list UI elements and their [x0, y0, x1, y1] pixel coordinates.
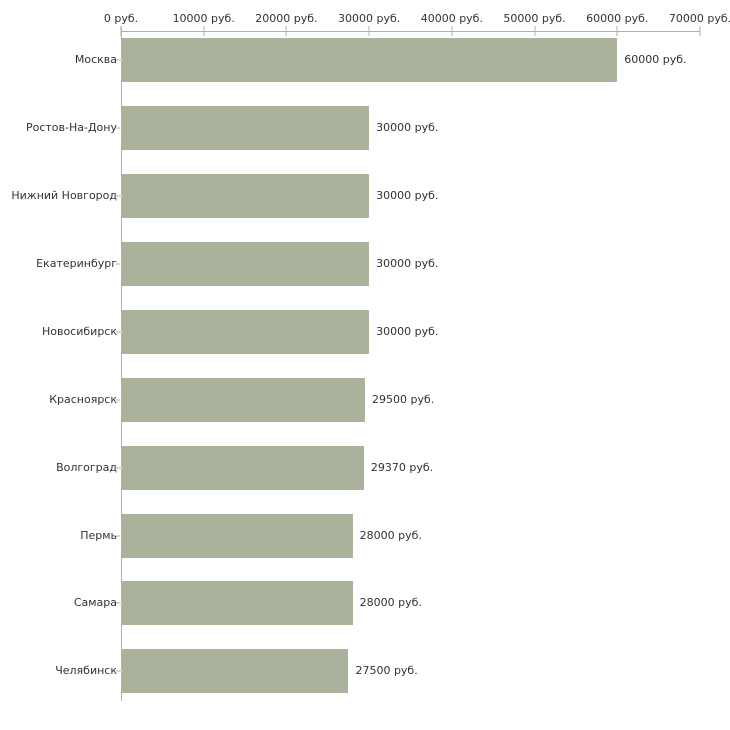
y-axis-tick-mark — [116, 126, 122, 129]
value-label: 29500 руб. — [372, 392, 435, 406]
value-label: 29370 руб. — [370, 460, 434, 474]
value-label: 30000 руб. — [376, 324, 439, 338]
y-axis-tick-mark — [116, 670, 122, 673]
bar — [122, 241, 370, 286]
y-axis-tick-mark — [116, 398, 122, 401]
y-axis-tick-mark — [116, 262, 122, 265]
x-axis-line — [121, 31, 700, 32]
category-label: Нижний Новгород — [11, 188, 117, 202]
category-label: Екатеринбург — [36, 256, 117, 270]
x-axis-tick-label: 40000 руб. — [420, 12, 483, 25]
value-label: 30000 руб. — [376, 188, 439, 202]
bar — [122, 105, 370, 150]
bar — [122, 649, 349, 694]
bar — [122, 445, 364, 490]
y-axis-tick-mark — [116, 330, 122, 333]
value-label: 28000 руб. — [359, 596, 422, 610]
x-axis-tick-label: 70000 руб. — [668, 12, 730, 25]
value-label: 28000 руб. — [359, 528, 422, 542]
x-axis-tick-label: 10000 руб. — [172, 12, 235, 25]
category-label: Ростов-На-Дону — [25, 120, 117, 134]
bar — [122, 309, 370, 354]
category-label: Красноярск — [49, 392, 117, 406]
x-axis-tick-label: 60000 руб. — [586, 12, 649, 25]
value-label: 30000 руб. — [376, 120, 439, 134]
y-axis-tick-mark — [116, 194, 122, 197]
y-axis-tick-mark — [116, 466, 122, 469]
x-axis-tick-mark — [699, 26, 701, 36]
x-axis-tick-label: 50000 руб. — [503, 12, 566, 25]
category-label: Новосибирск — [41, 324, 117, 338]
value-label: 30000 руб. — [376, 256, 439, 270]
y-axis-line — [121, 27, 122, 701]
bar — [122, 513, 353, 558]
value-label: 27500 руб. — [355, 664, 418, 678]
category-label: Самара — [73, 596, 117, 610]
value-label: 60000 руб. — [624, 53, 687, 66]
x-axis-tick-label: 20000 руб. — [255, 12, 318, 25]
y-axis-tick-mark — [116, 602, 122, 605]
category-label: Москва — [74, 53, 117, 66]
x-axis-tick-label: 30000 руб. — [338, 12, 401, 25]
y-axis-tick-mark — [116, 59, 122, 61]
y-axis-tick-mark — [116, 534, 122, 537]
bar — [122, 173, 370, 218]
bar — [122, 581, 353, 626]
bar — [122, 38, 618, 82]
bar — [122, 377, 365, 422]
category-label: Челябинск — [55, 664, 117, 678]
category-label: Волгоград — [56, 460, 117, 474]
x-axis-tick-label: 0 руб. — [103, 12, 139, 25]
category-label: Пермь — [80, 528, 117, 542]
